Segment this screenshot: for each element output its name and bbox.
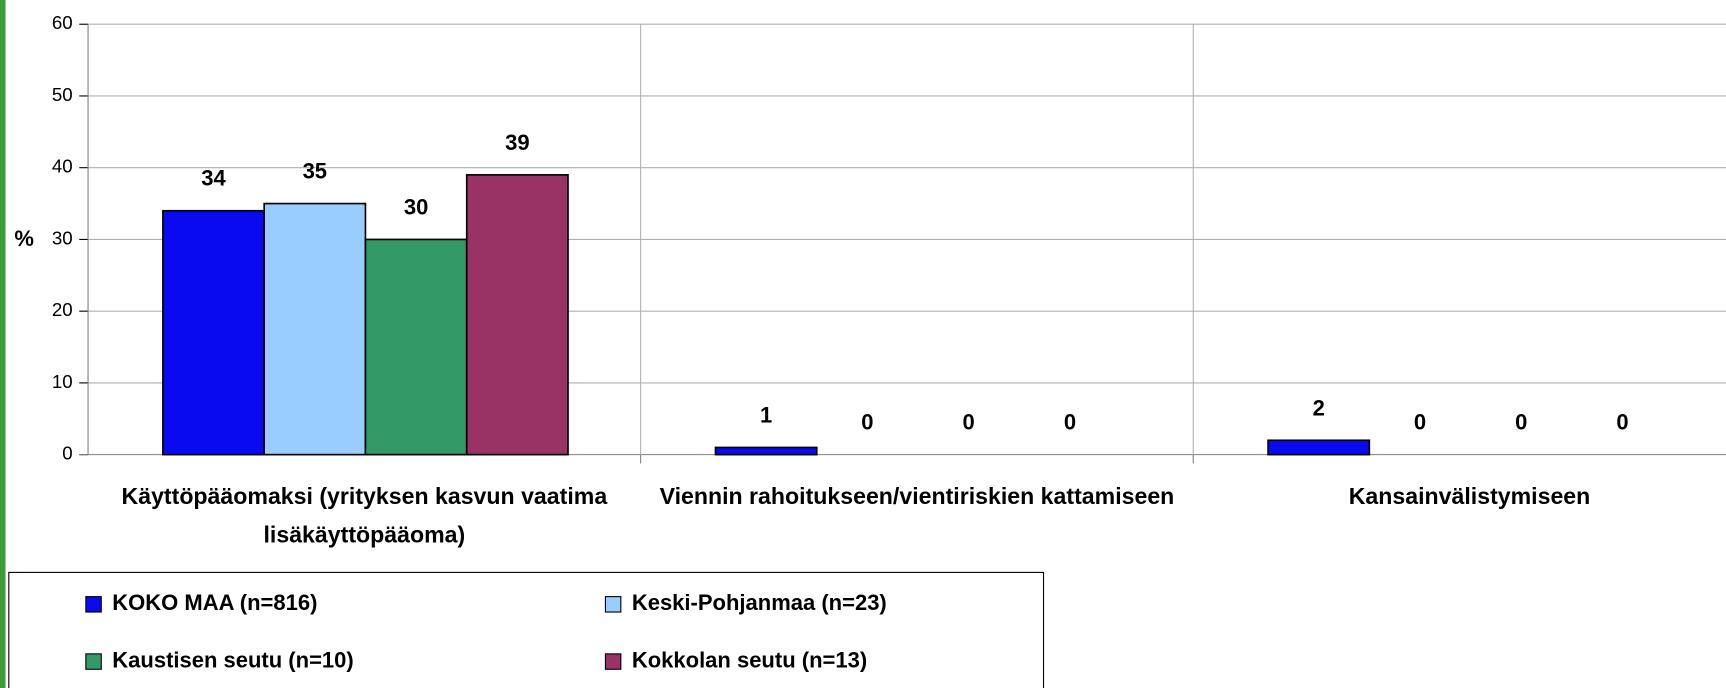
y-tick-label: 60 [52,12,73,33]
value-label: 0 [1414,410,1426,435]
value-label: 35 [303,159,327,184]
x-label-box: Kansainvälistymiseen [1348,484,1591,510]
bar [714,446,818,456]
bar [263,202,367,456]
side-strip [0,0,6,688]
bar [1267,439,1371,456]
y-tick-label: 20 [52,299,73,320]
bar [364,238,468,456]
x-label-box: Viennin rahoitukseen/vientiriskien katta… [659,484,1175,510]
value-label: 34 [201,166,226,191]
value-label: 0 [1515,410,1527,435]
value-label: 30 [404,194,428,219]
value-label: 0 [861,410,873,435]
bar [162,209,266,456]
legend-label: Kokkolan seutu (n=13) [632,647,867,672]
x-tick-label: Viennin rahoitukseen/vientiriskien katta… [659,484,1175,510]
y-tick-label: 30 [52,227,73,248]
y-tick-label: 50 [52,84,73,105]
legend-swatch [604,653,622,670]
legend-swatch [604,596,622,613]
y-tick-label: 0 [62,443,72,464]
value-label: 2 [1313,395,1325,420]
legend-swatch [85,596,102,613]
x-tick-label: Käyttöpääomaksi (yrityksen kasvun vaatim… [121,484,608,549]
x-tick-label: Kansainvälistymiseen [1348,484,1591,510]
value-label: 1 [760,402,772,427]
legend [8,571,1045,688]
value-label: 0 [963,410,975,435]
legend-swatch [85,653,102,670]
y-tick-label: 40 [52,156,73,177]
value-label: 0 [1616,410,1628,435]
y-tick-label: 10 [52,371,73,392]
legend-label: Kaustisen seutu (n=10) [112,647,353,672]
legend-label: KOKO MAA (n=816) [112,590,317,615]
legend-label: Keski-Pohjanmaa (n=23) [632,590,887,615]
y-axis-label: % [14,226,34,251]
value-label: 0 [1064,410,1076,435]
bar [465,174,569,456]
value-label: 39 [505,130,529,155]
x-label-box: Käyttöpääomaksi (yrityksen kasvun vaatim… [121,484,608,549]
